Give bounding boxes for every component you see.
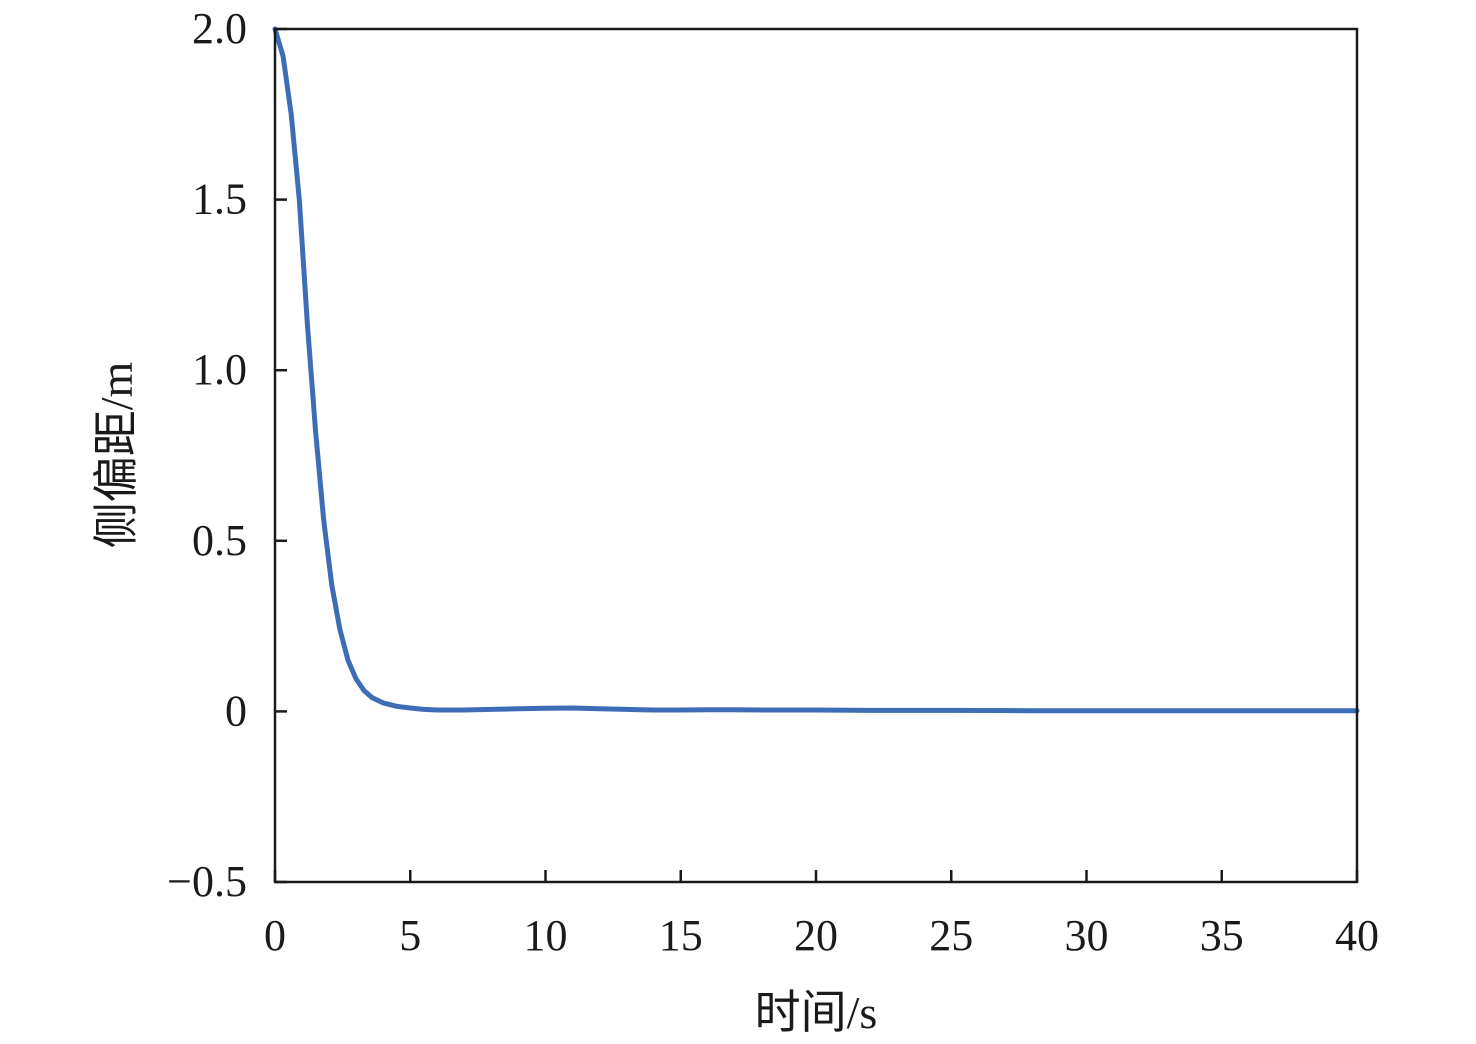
labels-layer: 时间/s 侧偏距/m [91, 362, 877, 1038]
x-tick-label: 25 [929, 911, 973, 960]
series-line [272, 26, 1360, 714]
x-tick-label: 10 [524, 911, 568, 960]
y-tick-label: −0.5 [167, 857, 247, 906]
x-tick-label: 40 [1335, 911, 1379, 960]
x-tick-label: 20 [794, 911, 838, 960]
plot-frame [273, 27, 1359, 884]
y-tick-label: 0 [225, 686, 247, 735]
x-tick-label: 0 [264, 911, 286, 960]
y-axis-label: 侧偏距/m [91, 362, 142, 549]
y-tick-label: 1.0 [192, 345, 247, 394]
x-tick-label: 15 [659, 911, 703, 960]
y-tick-label: 0.5 [192, 516, 247, 565]
y-tick-label: 1.5 [192, 175, 247, 224]
x-tick-label: 5 [399, 911, 421, 960]
x-tick-label: 35 [1200, 911, 1244, 960]
x-axis-label: 时间/s [755, 987, 878, 1038]
y-tick-label: 2.0 [192, 4, 247, 53]
plot-layer [272, 26, 1360, 714]
x-tick-label: 30 [1065, 911, 1109, 960]
ticks-layer: 0 5 10 15 20 25 30 35 40 −0.5 0 0.5 1.0 1.5 2.0 [167, 4, 1379, 960]
